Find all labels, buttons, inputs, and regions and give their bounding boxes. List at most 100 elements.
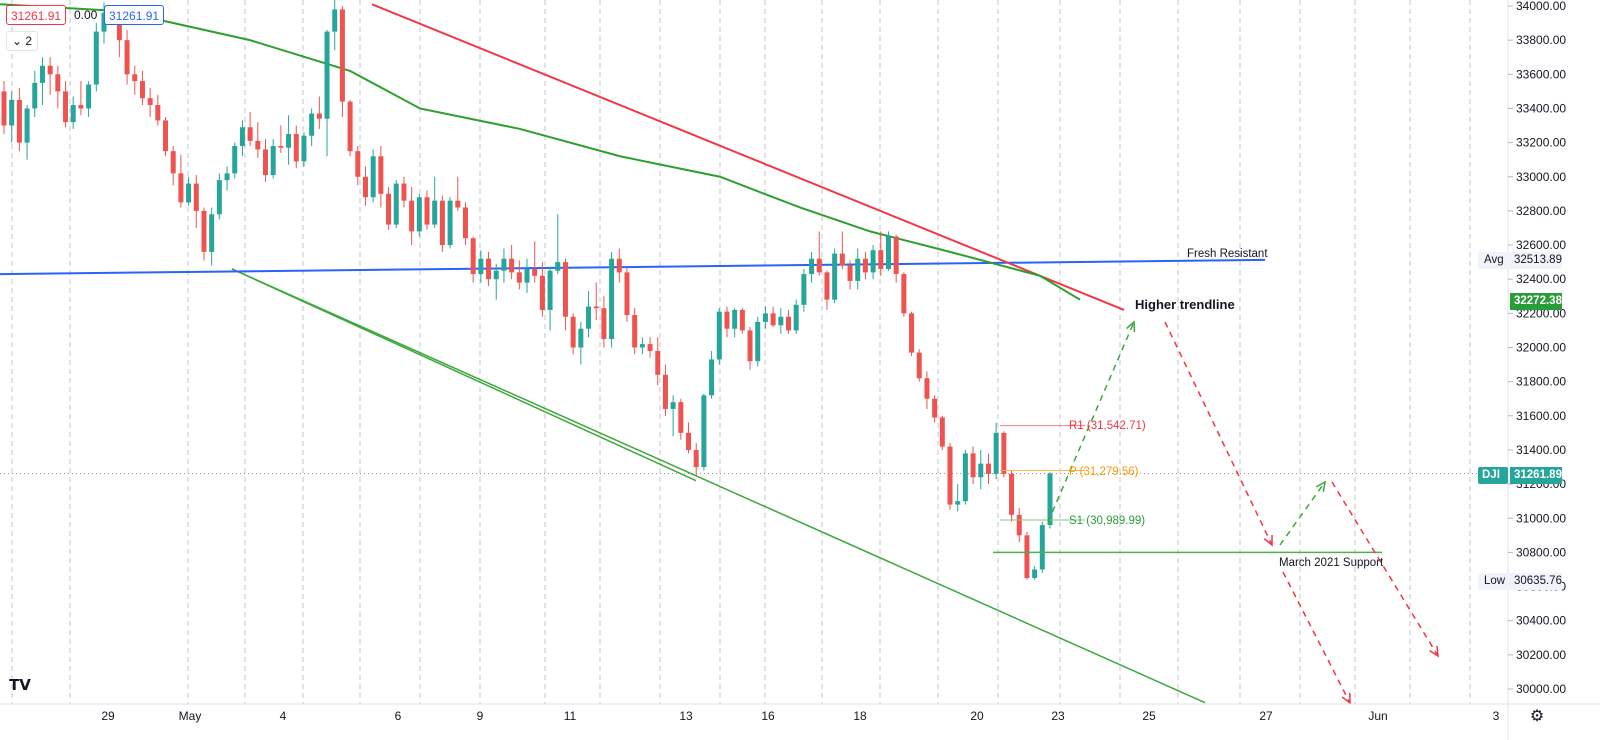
- y-tick-label: 30200.00: [1516, 648, 1566, 662]
- avg-label: Avg: [1478, 252, 1512, 269]
- candle-body: [239, 127, 245, 147]
- pivot-label: P (31,279.56): [1069, 466, 1139, 478]
- y-tick-label: 33400.00: [1516, 101, 1566, 115]
- candle-body: [878, 250, 884, 269]
- candles: [1, 0, 1053, 580]
- candle-body: [839, 253, 845, 266]
- candle-body: [432, 200, 438, 225]
- x-tick-label: Jun: [1368, 709, 1387, 723]
- candle-body: [755, 321, 761, 362]
- y-tick-label: 33000.00: [1516, 170, 1566, 184]
- candle-body: [686, 432, 692, 450]
- y-tick-label: 32600.00: [1516, 238, 1566, 252]
- candle-body: [578, 328, 584, 348]
- candle-body: [55, 74, 61, 92]
- candle-body: [201, 210, 207, 252]
- candle-body: [555, 262, 561, 271]
- candle-body: [609, 258, 615, 339]
- candle-body: [924, 378, 930, 399]
- candle-body: [716, 311, 722, 360]
- candle-body: [639, 344, 645, 348]
- candle-body: [332, 9, 338, 32]
- downtrend-line: [371, 3, 1125, 311]
- candle-body: [955, 501, 961, 505]
- candle-body: [370, 156, 376, 198]
- candle-body: [862, 258, 868, 273]
- candle-body: [847, 265, 853, 281]
- candle-body: [493, 270, 499, 280]
- price-display-red: 31261.91: [6, 5, 67, 25]
- y-tick-label: 32000.00: [1516, 341, 1566, 355]
- y-tick-label: 30400.00: [1516, 614, 1566, 628]
- candle-body: [593, 306, 599, 309]
- candle-body: [632, 315, 638, 348]
- candle-body: [724, 311, 730, 329]
- candle-body: [232, 146, 238, 174]
- candle-body: [63, 91, 69, 123]
- y-tick-label: 33200.00: [1516, 136, 1566, 150]
- candle-body: [270, 146, 276, 176]
- candle-body: [709, 359, 715, 396]
- x-tick-label: 6: [395, 709, 402, 723]
- projection-down-arrow-3: [1282, 571, 1351, 704]
- candle-body: [186, 183, 192, 203]
- y-tick-label: 31600.00: [1516, 409, 1566, 423]
- annotations: Fresh Resistant Higher trendline R1 (31,54…: [993, 248, 1439, 705]
- y-tick-label: 30800.00: [1516, 545, 1566, 559]
- chart-lines: [0, 3, 1266, 704]
- s1-label: S1 (30,989.99): [1069, 515, 1145, 527]
- candle-body: [139, 81, 145, 99]
- price-display-blue: 31261.91: [104, 5, 165, 25]
- candle-body: [486, 258, 492, 280]
- candle-body: [1032, 569, 1038, 579]
- candle-body: [78, 105, 84, 109]
- candle-body: [647, 344, 653, 351]
- price-axis[interactable]: 34000.00 33800.00 33600.00 33400.00 33200.00…: [1507, 0, 1566, 740]
- symbol-tag: DJI: [1478, 467, 1508, 484]
- candle-body: [1, 91, 7, 126]
- interval-button[interactable]: ⌄ 2: [6, 31, 38, 51]
- candle-body: [516, 272, 522, 283]
- projection-down-arrow-2-head: [1429, 645, 1439, 658]
- channel-lower-line: [231, 268, 1206, 704]
- candle-body: [624, 272, 630, 316]
- candle-body: [386, 193, 392, 225]
- candle-body: [378, 156, 384, 194]
- candle-body: [824, 272, 830, 300]
- candle-body: [855, 258, 861, 281]
- candle-body: [47, 65, 53, 75]
- candle-body: [547, 270, 553, 310]
- candle-body: [509, 258, 515, 273]
- avg-price-tag: 32513.89: [1510, 252, 1562, 269]
- candle-body: [786, 316, 791, 331]
- candle-body: [501, 258, 507, 271]
- candle-body: [293, 134, 299, 162]
- candle-body: [524, 268, 530, 283]
- candle-body: [409, 200, 415, 232]
- candle-body: [93, 31, 99, 85]
- candle-body: [170, 151, 176, 174]
- gear-icon[interactable]: ⚙: [1529, 708, 1545, 725]
- candle-body: [24, 108, 30, 143]
- x-tick-label: 27: [1259, 709, 1273, 723]
- candle-body: [278, 146, 284, 148]
- candle-body: [286, 134, 292, 148]
- candle-body: [216, 180, 222, 215]
- tradingview-logo-icon[interactable]: 𝗧𝗩: [9, 677, 31, 694]
- candle-body: [916, 352, 922, 379]
- time-axis[interactable]: 29 May 4 6 9 11 13 16 18 20 23 25 27 Jun 3: [0, 703, 1600, 723]
- x-tick-label: 23: [1051, 709, 1065, 723]
- projection-up-arrow-head: [1125, 320, 1136, 333]
- candle-body: [447, 200, 453, 246]
- x-tick-label: May: [179, 709, 202, 723]
- candle-body: [355, 151, 361, 177]
- candle-body: [932, 398, 938, 418]
- candle-body: [678, 402, 684, 433]
- candle-body: [901, 274, 907, 314]
- x-tick-label: 25: [1142, 709, 1156, 723]
- candle-body: [601, 308, 607, 339]
- candle-body: [462, 207, 468, 239]
- candle-body: [662, 374, 668, 409]
- candle-body: [970, 453, 976, 478]
